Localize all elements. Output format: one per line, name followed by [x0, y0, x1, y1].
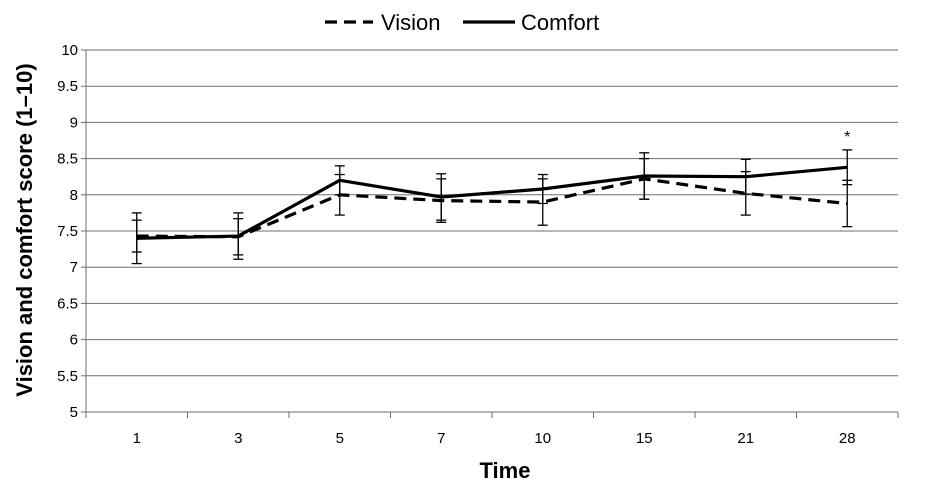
x-tick-label: 28 — [839, 430, 856, 447]
gridlines — [86, 49, 898, 377]
x-tick-labels: 1 3 5 7 10 15 21 28 — [133, 430, 856, 447]
x-axis-title: Time — [480, 458, 531, 481]
series-line-vision — [136, 177, 848, 239]
legend-label-vision: Vision — [381, 10, 441, 35]
axes — [81, 49, 899, 418]
y-axis-title: Vision and comfort score (1–10) — [12, 63, 37, 396]
y-tick-label: 10 — [61, 42, 78, 59]
series-comfort — [131, 149, 853, 265]
series-group: * — [131, 129, 853, 265]
x-tick-label: 15 — [636, 430, 653, 447]
y-tick-label: 7 — [70, 259, 78, 276]
y-tick-label: 8 — [70, 187, 78, 204]
y-tick-label: 5 — [70, 404, 78, 421]
y-tick-label: 8.5 — [57, 151, 78, 168]
x-tick-label: 3 — [234, 430, 242, 447]
y-tick-label: 9.5 — [57, 78, 78, 95]
y-tick-label: 5.5 — [57, 368, 78, 385]
legend: Vision Comfort — [325, 10, 599, 35]
x-tick-label: 1 — [133, 430, 141, 447]
y-tick-label: 6.5 — [57, 295, 78, 312]
series-line-comfort — [136, 165, 848, 240]
x-tick-label: 10 — [534, 430, 551, 447]
y-tick-labels: 5 5.5 6 6.5 7 7.5 8 8.5 9 9.5 10 — [57, 42, 78, 421]
y-tick-label: 6 — [70, 332, 78, 349]
y-tick-label: 9 — [70, 114, 78, 131]
x-tick-label: 5 — [336, 430, 344, 447]
y-tick-label: 7.5 — [57, 223, 78, 240]
significance-marker: * — [844, 129, 850, 146]
legend-label-comfort: Comfort — [521, 10, 599, 35]
x-tick-label: 7 — [437, 430, 445, 447]
x-tick-label: 21 — [737, 430, 754, 447]
series-vision — [131, 157, 853, 256]
